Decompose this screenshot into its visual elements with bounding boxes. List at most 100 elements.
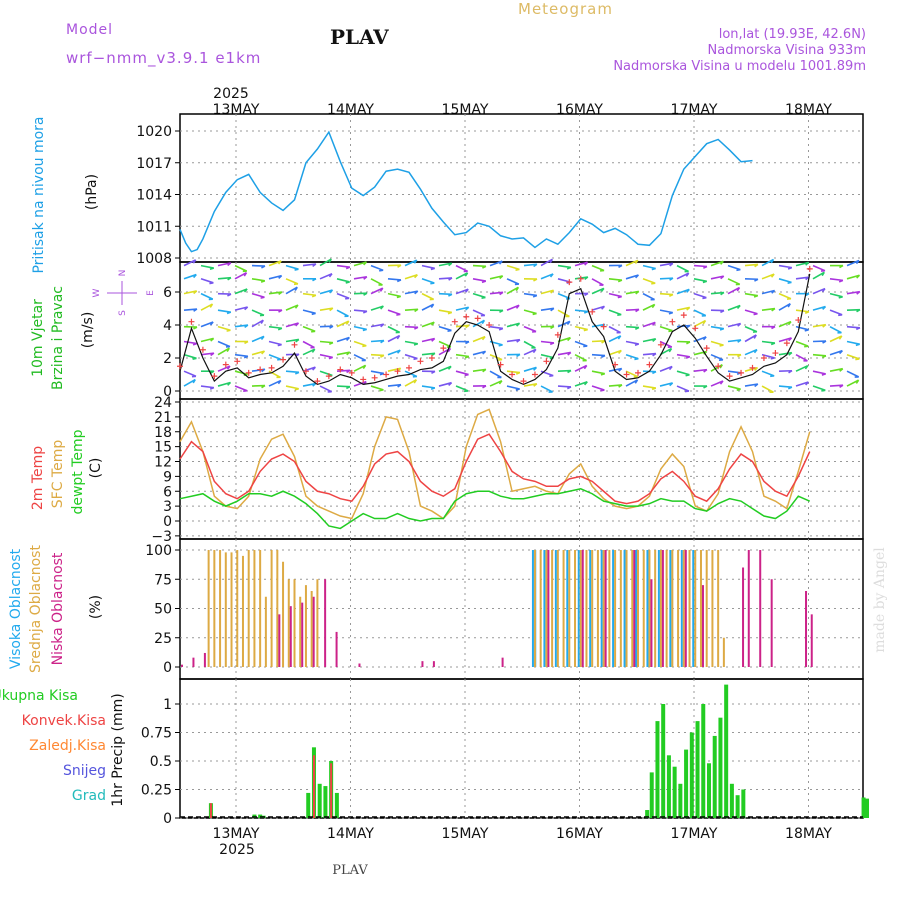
wind-arrow	[404, 274, 418, 280]
precip-conv-bar	[312, 755, 315, 818]
precip-total-bar	[865, 798, 869, 818]
wind-arrow	[421, 278, 435, 284]
wind-arrow	[676, 370, 690, 376]
wind-gust-marker	[486, 322, 493, 328]
wind-side-label-1: 10m Vjetar	[30, 299, 46, 377]
wind-arrow-head	[651, 303, 656, 309]
wind-arrow-head	[413, 357, 418, 361]
wind-arrow	[183, 370, 197, 378]
wind-arrow	[812, 264, 826, 272]
wind-arrow-head	[533, 278, 538, 282]
wind-arrow-head	[652, 338, 657, 343]
wind-arrow	[846, 340, 860, 345]
wind-arrow	[489, 325, 503, 330]
wind-gust-marker	[715, 363, 722, 370]
wind-arrow	[234, 324, 249, 328]
wind-arrow-head	[328, 356, 333, 360]
precip-total-bar	[712, 735, 717, 818]
wind-arrow-head	[277, 343, 282, 347]
wind-arrow	[404, 340, 418, 345]
wind-arrow-head	[787, 281, 792, 285]
wind-arrow-head	[277, 380, 282, 385]
wind-arrow-head	[788, 370, 793, 374]
wind-arrow	[489, 260, 503, 267]
wind-gust-marker	[451, 318, 458, 325]
wind-arrow-head	[584, 381, 588, 386]
wind-gust-marker	[291, 341, 298, 348]
wind-arrow-head	[277, 327, 283, 331]
y-tick-label: 0.5	[150, 754, 172, 770]
wind-arrow-head	[226, 365, 231, 370]
wind-arrow-head	[430, 321, 435, 326]
wind-arrow	[268, 325, 283, 330]
wind-arrow-head	[754, 367, 759, 371]
wind-arrow	[370, 305, 384, 311]
precip-total-bar	[741, 789, 746, 818]
y-tick-label: 12	[154, 455, 172, 471]
wind-arrow-head	[702, 280, 708, 284]
wind-arrow	[557, 309, 570, 318]
bottom-day-label: 14MAY	[327, 826, 374, 842]
wind-arrow	[268, 379, 282, 387]
wind-arrow	[659, 382, 673, 387]
wind-arrow	[285, 370, 300, 374]
wind-arrow	[285, 338, 299, 343]
wind-arrow-head	[244, 324, 249, 329]
wind-arrow	[421, 303, 434, 311]
y-tick-label: 2	[163, 351, 172, 367]
wind-arrow	[217, 276, 232, 280]
wind-arrow-head	[498, 344, 503, 347]
wind-arrow-head	[805, 276, 810, 281]
wind-arrow	[812, 323, 826, 328]
wind-arrow	[676, 264, 689, 273]
precip-label-snow: Snijeg	[63, 763, 106, 779]
wind-arrow	[812, 287, 826, 295]
wind-arrow	[778, 351, 792, 356]
wind-arrow-head	[379, 372, 385, 376]
wind-arrow-head	[312, 263, 317, 267]
wind-arrow-head	[770, 342, 776, 346]
y-tick-label: 3	[163, 499, 172, 515]
wind-arrow	[506, 385, 520, 390]
wind-arrow	[761, 258, 774, 267]
wind-arrow	[710, 275, 724, 280]
wind-gust-marker	[509, 371, 516, 378]
wind-arrow	[387, 278, 402, 281]
precip-label-total: Ukupna Kisa	[0, 688, 78, 704]
wind-arrow-head	[277, 260, 282, 265]
wind-arrow	[693, 336, 707, 343]
wind-arrow-head	[652, 370, 657, 375]
wind-arrow-head	[413, 259, 418, 264]
wind-arrow	[438, 292, 453, 296]
y-tick-label: 4	[163, 318, 172, 334]
wind-gust-marker	[760, 355, 767, 361]
wind-arrow	[319, 353, 333, 359]
wind-arrow-head	[430, 267, 435, 271]
wind-arrow	[370, 323, 384, 328]
wind-arrow-head	[753, 312, 758, 316]
wind-arrow	[642, 338, 656, 343]
precip-total-bar	[718, 717, 723, 818]
wind-arrow	[353, 261, 367, 267]
wind-arrow-head	[821, 271, 825, 277]
wind-arrow	[676, 324, 691, 328]
wind-arrow	[625, 340, 639, 345]
wind-arrow-head	[634, 343, 640, 346]
wind-arrow	[761, 289, 775, 295]
wind-arrow	[625, 290, 639, 295]
wind-arrow-head	[583, 328, 588, 332]
wind-arrow	[608, 335, 622, 343]
wind-arrow	[744, 292, 758, 297]
y-tick-label: −3	[151, 529, 172, 545]
wind-arrow	[438, 365, 452, 372]
wind-arrow-head	[447, 365, 452, 370]
wind-arrow-head	[345, 297, 350, 300]
wind-arrow-head	[549, 258, 554, 264]
wind-gust-marker	[749, 364, 756, 371]
wind-arrow	[336, 336, 350, 343]
wind-arrow	[251, 278, 265, 282]
cloud-units: (%)	[88, 595, 104, 619]
wind-arrow-head	[668, 348, 673, 353]
wind-arrow	[523, 292, 537, 297]
